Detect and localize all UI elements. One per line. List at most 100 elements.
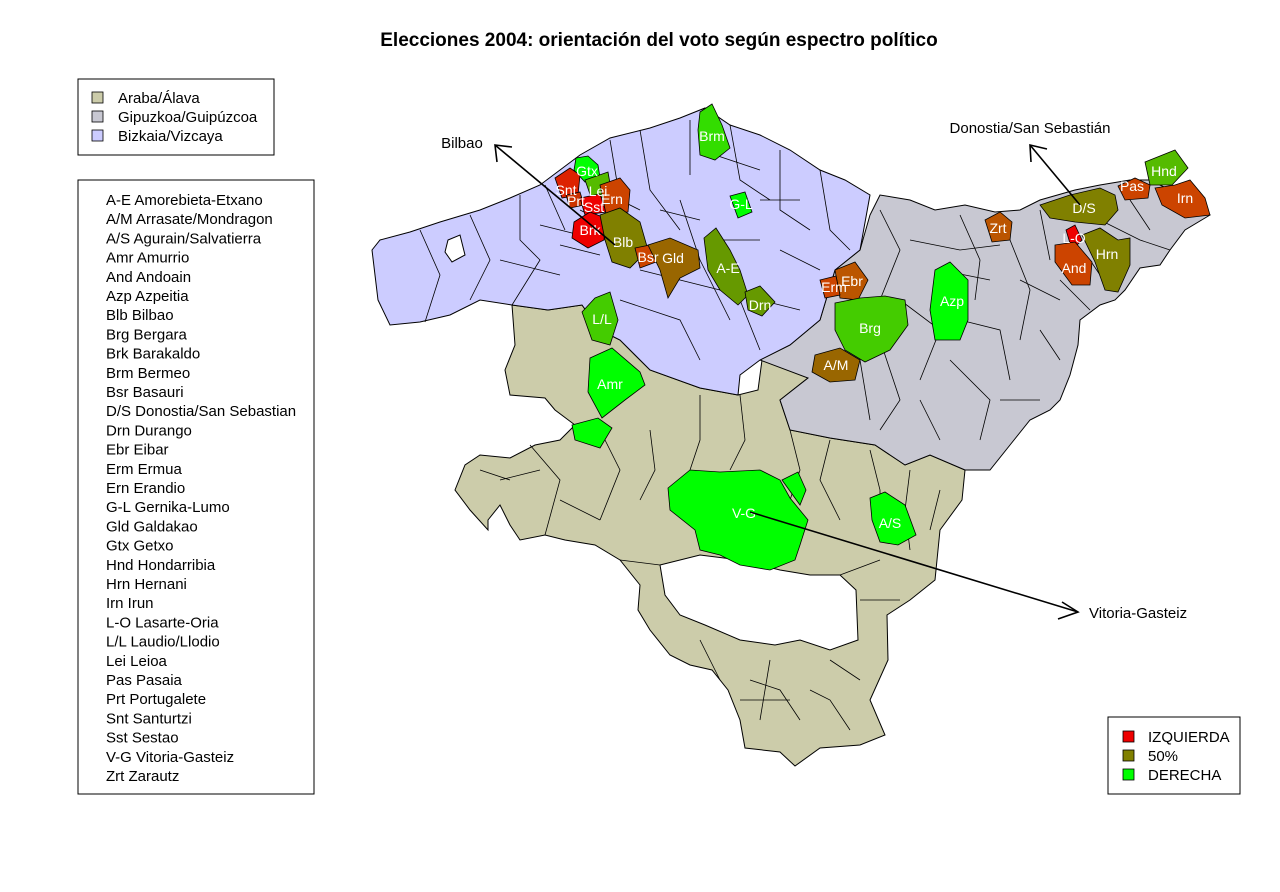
arrow-donostia (1029, 144, 1081, 206)
muni-legend-item: Gtx Getxo (106, 538, 174, 555)
muni-Amr2 (571, 417, 613, 449)
muni-legend-item: Brg Bergara (106, 326, 188, 343)
muni-legend-item: Drn Durango (106, 422, 192, 439)
label-Gtx: Gtx (576, 163, 598, 179)
label-Lei: Lei (589, 183, 608, 199)
muni-legend-item: Gld Galdakao (106, 518, 198, 535)
city-label-donostia: Donostia/San Sebastián (950, 120, 1111, 137)
vote-legend-label-0: IZQUIERDA (1148, 729, 1230, 746)
muni-legend-item: D/S Donostia/San Sebastian (106, 403, 296, 420)
label-Prt: Prt (567, 193, 585, 209)
label-Erm: Erm (821, 279, 847, 295)
muni-Gld (647, 237, 701, 299)
label-V-G: V-G (732, 505, 756, 521)
muni-A/S (869, 491, 917, 546)
muni-V-G2 (781, 471, 807, 506)
muni-Brg (834, 295, 909, 363)
muni-Hnd (1144, 149, 1189, 186)
vote-swatch-0 (1122, 730, 1135, 743)
label-Gld: Gld (662, 250, 684, 266)
province-legend-label-0: Araba/Álava (118, 90, 200, 107)
label-Snt: Snt (555, 182, 576, 198)
arrowhead-vitoria (1057, 601, 1080, 620)
muni-legend-item: Hrn Hernani (106, 576, 187, 593)
muni-Erm (819, 275, 841, 299)
municipality-legend: A-E Amorebieta-Etxano A/M Arrasate/Mondra… (77, 179, 315, 795)
muni-Irn (1154, 179, 1211, 219)
label-Bsr: Bsr (638, 249, 659, 265)
label-Ern: Ern (601, 191, 623, 207)
label-L-O: L-O (1062, 230, 1085, 246)
province-legend-label-1: Gipuzkoa/Guipúzcoa (118, 109, 258, 126)
label-Azp: Azp (940, 293, 964, 309)
muni-Brm (697, 103, 731, 161)
muni-Hrn (1081, 227, 1131, 293)
label-Irn: Irn (1177, 190, 1193, 206)
vote-orientation-legend: IZQUIERDA 50% DERECHA (1107, 716, 1241, 795)
muni-legend-item: A/S Agurain/Salvatierra (106, 230, 262, 247)
label-And: And (1062, 260, 1087, 276)
label-Brg: Brg (859, 320, 881, 336)
vote-legend-label-2: DERECHA (1148, 767, 1221, 784)
muni-Ern (599, 177, 631, 215)
muni-legend-item: Ern Erandio (106, 480, 185, 497)
muni-Brk (571, 211, 606, 249)
label-A/S: A/S (879, 515, 902, 531)
muni-legend-item: Snt Santurtzi (106, 710, 192, 727)
province-swatch-1 (91, 110, 104, 123)
muni-legend-item: Prt Portugalete (106, 691, 206, 708)
label-Brk: Brk (580, 222, 602, 238)
muni-legend-item: Brk Barakaldo (106, 346, 200, 363)
muni-legend-item: V-G Vitoria-Gasteiz (106, 749, 234, 766)
label-Hnd: Hnd (1151, 163, 1177, 179)
muni-legend-item: Bsr Basauri (106, 384, 184, 401)
muni-D/S (1039, 187, 1119, 226)
muni-legend-item: Erm Ermua (106, 461, 183, 478)
map-title: Elecciones 2004: orientación del voto se… (380, 30, 938, 51)
muni-A/M (811, 347, 861, 383)
muni-legend-item: And Andoain (106, 269, 191, 286)
muni-Drn (744, 285, 776, 317)
muni-Zrt (984, 211, 1013, 243)
muni-legend-item: L-O Lasarte-Oria (106, 614, 219, 631)
label-D/S: D/S (1072, 200, 1095, 216)
muni-Snt (554, 167, 581, 199)
arrowhead-bilbao (494, 144, 513, 163)
label-A/M: A/M (824, 357, 849, 373)
vote-legend-label-1: 50% (1148, 748, 1178, 765)
city-arrows (494, 143, 1081, 620)
muni-legend-item: Azp Azpeitia (106, 288, 189, 305)
city-label-bilbao: Bilbao (441, 135, 483, 152)
muni-legend-item: Brm Bermeo (106, 365, 190, 382)
label-Pas: Pas (1120, 178, 1144, 194)
muni-legend-item: G-L Gernika-Lumo (106, 499, 230, 516)
label-Brm: Brm (699, 128, 725, 144)
province-legend-label-2: Bizkaia/Vizcaya (118, 128, 223, 145)
muni-Amr (587, 347, 646, 419)
label-Sst: Sst (584, 199, 604, 215)
muni-And (1054, 241, 1093, 286)
muni-legend-item: Blb Bilbao (106, 307, 174, 324)
vote-swatch-2 (1122, 768, 1135, 781)
muni-legend-item: Pas Pasaia (106, 672, 183, 689)
arrowhead-donostia (1029, 143, 1048, 163)
muni-legend-item: Hnd Hondarribia (106, 557, 216, 574)
muni-legend-item: Irn Irun (106, 595, 154, 612)
label-Hrn: Hrn (1096, 246, 1119, 262)
muni-legend-item: Ebr Eibar (106, 442, 169, 459)
muni-Pas (1117, 177, 1151, 201)
muni-Azp (929, 261, 969, 341)
province-legend: Araba/Álava Gipuzkoa/Guipúzcoa Bizkaia/V… (77, 78, 275, 156)
muni-legend-item: A/M Arrasate/Mondragon (106, 211, 273, 228)
label-Blb: Blb (613, 234, 633, 250)
label-Zrt: Zrt (989, 220, 1006, 236)
label-Ebr: Ebr (841, 273, 863, 289)
label-L/L: L/L (592, 311, 612, 327)
muni-legend-item: Sst Sestao (106, 730, 179, 747)
muni-legend-item: Amr Amurrio (106, 250, 189, 267)
arrow-vitoria (749, 511, 1079, 613)
label-A-E: A-E (716, 260, 739, 276)
muni-legend-item: A-E Amorebieta-Etxano (106, 192, 263, 209)
muni-L/L (581, 291, 619, 346)
